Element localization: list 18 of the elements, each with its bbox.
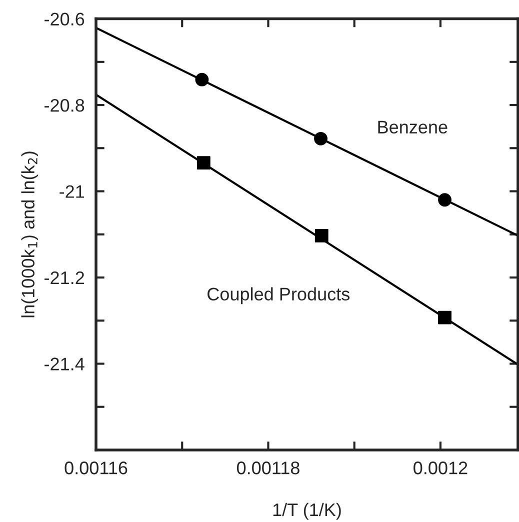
point xyxy=(314,132,328,146)
x-tick-label: 0.0012 xyxy=(414,462,468,474)
point xyxy=(314,228,328,242)
point xyxy=(438,193,452,207)
point xyxy=(196,156,210,170)
y-axis-title: ln(1000k$_{1}$) and ln(k$_{2}$) xyxy=(21,152,38,318)
y-tick-label: -21.4 xyxy=(44,358,84,370)
point xyxy=(195,72,209,86)
y-tick-label: -20.6 xyxy=(44,12,84,26)
point xyxy=(438,310,452,324)
text: Benzene xyxy=(378,120,448,134)
y-tick-label: -21.2 xyxy=(44,271,84,284)
x-axis-title: 1/T (1/K) xyxy=(273,502,341,520)
y-tick-label: -20.8 xyxy=(44,98,84,112)
y-tick-label: -21 xyxy=(60,185,84,198)
x-tick-label: 0.00118 xyxy=(236,462,300,474)
x-tick-label: 0.00116 xyxy=(64,462,128,474)
text: Coupled Products xyxy=(208,287,350,304)
